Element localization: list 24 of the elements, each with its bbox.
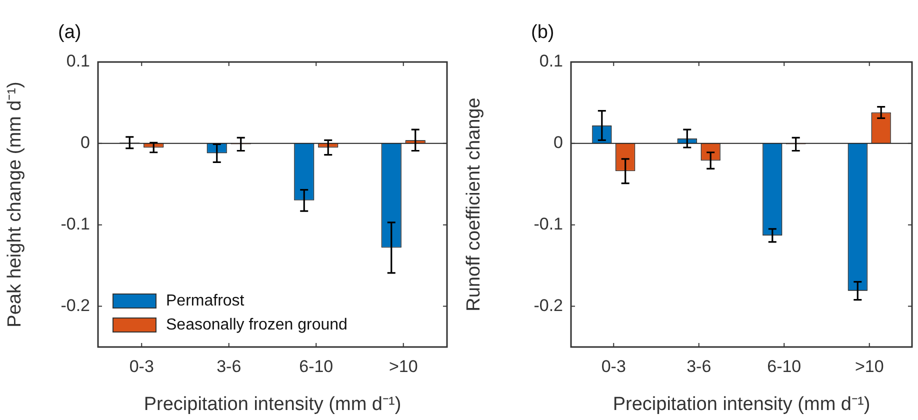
y-axis-title: Peak height change (mm d⁻¹) — [4, 82, 26, 328]
x-tick-label: 3-6 — [686, 356, 712, 376]
x-tick-label: 3-6 — [216, 356, 242, 376]
y-tick-label: -0.1 — [534, 214, 563, 234]
legend-label: Seasonally frozen ground — [166, 316, 348, 334]
y-tick-label: 0.1 — [539, 52, 563, 71]
y-axis-title: Runoff coefficient change — [464, 98, 485, 312]
x-tick-label: 6-10 — [767, 356, 802, 376]
x-axis-title: Precipitation intensity (mm d⁻¹) — [612, 394, 870, 415]
y-tick-label: 0.1 — [66, 52, 90, 71]
y-tick-label: -0.2 — [60, 296, 90, 315]
y-tick-label: -0.1 — [60, 214, 90, 234]
y-tick-label: 0 — [80, 133, 90, 152]
x-axis-title: Precipitation intensity (mm d⁻¹) — [144, 394, 402, 415]
legend-label: Permafrost — [166, 292, 245, 310]
chart-title: (a) — [58, 22, 82, 43]
x-tick-label: 0-3 — [129, 356, 154, 376]
x-tick-label: >10 — [388, 356, 418, 376]
x-tick-label: 0-3 — [601, 356, 626, 376]
y-tick-label: 0 — [554, 133, 563, 152]
chart-title: (b) — [531, 22, 554, 43]
x-tick-label: 6-10 — [299, 356, 334, 376]
x-tick-label: >10 — [854, 356, 884, 376]
y-tick-label: -0.2 — [534, 296, 563, 315]
